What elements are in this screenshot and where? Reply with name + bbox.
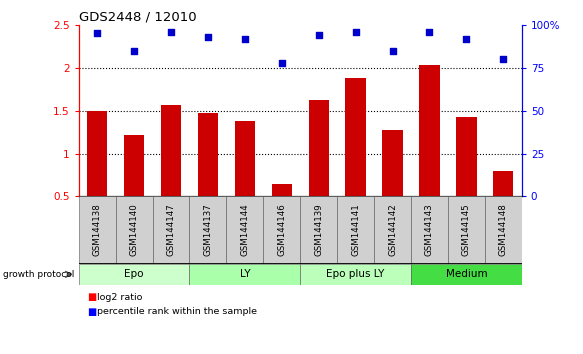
- Bar: [272, 184, 292, 196]
- Bar: [79, 196, 115, 264]
- Point: [388, 48, 397, 53]
- Bar: [235, 121, 255, 196]
- Text: GSM144147: GSM144147: [167, 204, 175, 257]
- Point: [314, 32, 324, 38]
- Bar: [161, 105, 181, 196]
- Text: GSM144144: GSM144144: [240, 204, 250, 257]
- Point: [129, 48, 139, 53]
- Bar: [264, 196, 300, 264]
- Bar: [300, 264, 411, 285]
- Bar: [124, 135, 144, 196]
- Text: Medium: Medium: [445, 269, 487, 279]
- Bar: [493, 171, 514, 196]
- Point: [425, 29, 434, 34]
- Text: ■: ■: [87, 307, 97, 316]
- Bar: [337, 196, 374, 264]
- Bar: [308, 100, 329, 196]
- Point: [203, 34, 213, 40]
- Bar: [189, 196, 226, 264]
- Bar: [456, 116, 476, 196]
- Text: GSM144148: GSM144148: [499, 204, 508, 257]
- Text: log2 ratio: log2 ratio: [97, 293, 143, 302]
- Point: [498, 56, 508, 62]
- Text: percentile rank within the sample: percentile rank within the sample: [97, 307, 257, 316]
- Text: GSM144139: GSM144139: [314, 204, 323, 256]
- Point: [166, 29, 175, 34]
- Bar: [448, 196, 485, 264]
- Bar: [300, 196, 337, 264]
- Text: GDS2448 / 12010: GDS2448 / 12010: [79, 11, 196, 24]
- Point: [351, 29, 360, 34]
- Point: [462, 36, 471, 41]
- Text: GSM144138: GSM144138: [93, 204, 101, 257]
- Text: GSM144141: GSM144141: [351, 204, 360, 257]
- Text: Epo: Epo: [124, 269, 144, 279]
- Bar: [153, 196, 189, 264]
- Bar: [198, 113, 218, 196]
- Text: GSM144146: GSM144146: [278, 204, 286, 257]
- Text: GSM144137: GSM144137: [203, 204, 212, 257]
- Text: GSM144143: GSM144143: [425, 204, 434, 257]
- Text: Epo plus LY: Epo plus LY: [326, 269, 385, 279]
- Text: LY: LY: [240, 269, 250, 279]
- Point: [277, 60, 286, 65]
- Bar: [115, 196, 153, 264]
- Text: GSM144142: GSM144142: [388, 204, 397, 257]
- Bar: [382, 130, 403, 196]
- Point: [93, 30, 102, 36]
- Text: ■: ■: [87, 292, 97, 302]
- Bar: [226, 196, 264, 264]
- Bar: [346, 78, 366, 196]
- Bar: [411, 264, 522, 285]
- Text: GSM144140: GSM144140: [129, 204, 139, 257]
- Bar: [419, 65, 440, 196]
- Bar: [87, 110, 107, 196]
- Bar: [374, 196, 411, 264]
- Bar: [411, 196, 448, 264]
- Bar: [189, 264, 300, 285]
- Point: [240, 36, 250, 41]
- Bar: [79, 264, 189, 285]
- Bar: [485, 196, 522, 264]
- Text: growth protocol: growth protocol: [3, 270, 74, 279]
- Text: GSM144145: GSM144145: [462, 204, 471, 257]
